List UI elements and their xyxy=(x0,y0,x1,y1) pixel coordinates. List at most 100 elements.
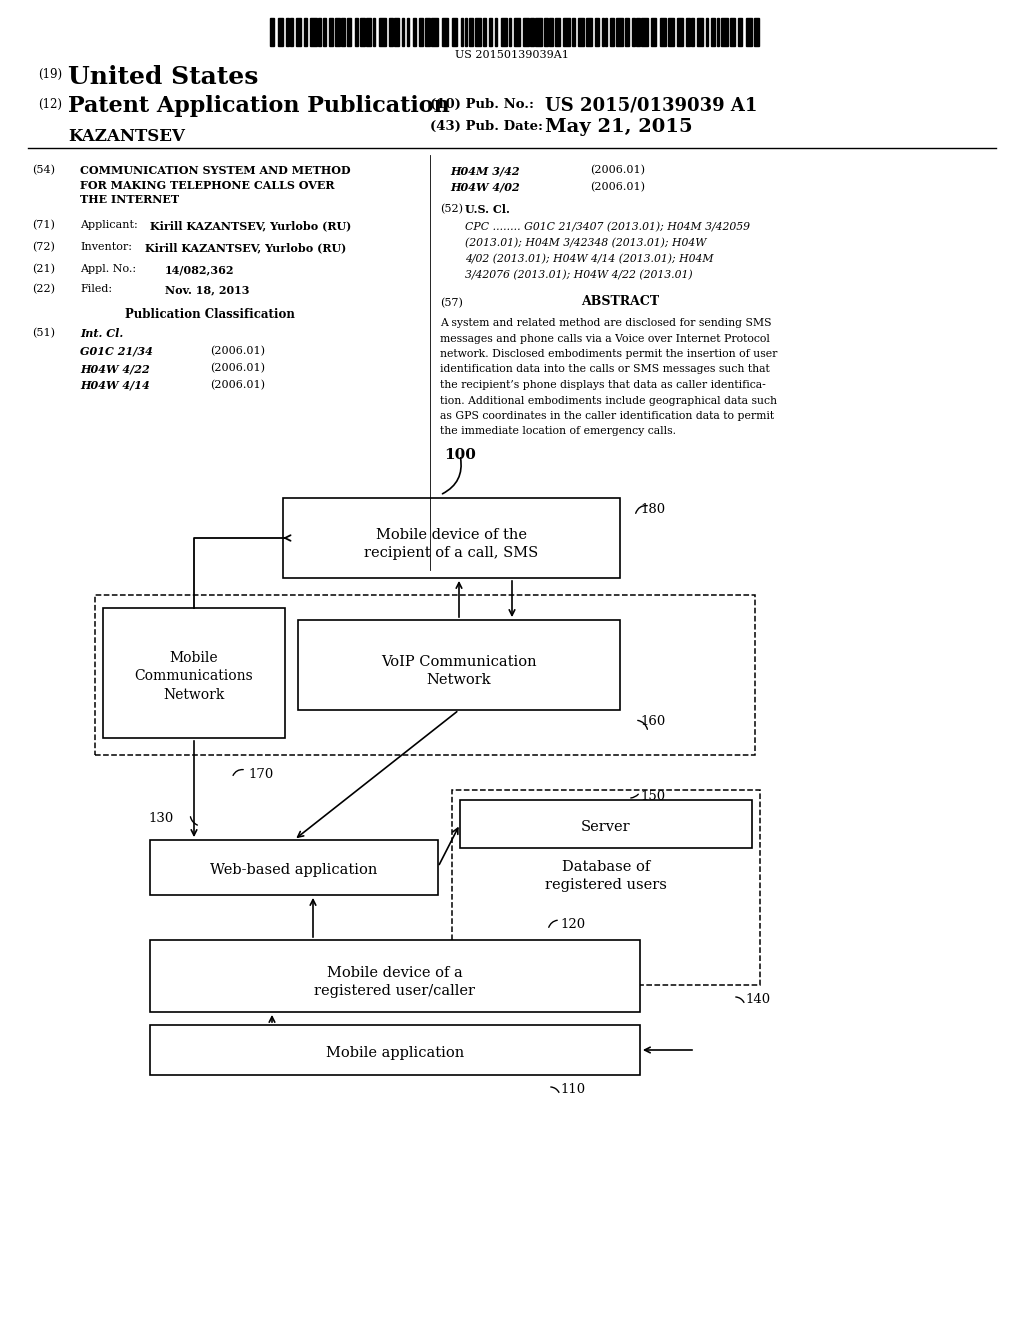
Bar xyxy=(587,18,592,46)
Bar xyxy=(632,18,635,46)
Bar xyxy=(360,18,365,46)
Bar xyxy=(354,18,357,46)
Bar xyxy=(686,18,690,46)
Bar xyxy=(502,18,507,46)
Bar xyxy=(286,18,289,46)
Bar xyxy=(373,18,375,46)
Bar xyxy=(707,18,709,46)
Text: Patent Application Publication: Patent Application Publication xyxy=(68,95,450,117)
Bar xyxy=(367,18,372,46)
Text: H04W 4/14: H04W 4/14 xyxy=(80,380,150,391)
Text: CPC ........ G01C 21/3407 (2013.01); H04M 3/42059: CPC ........ G01C 21/3407 (2013.01); H04… xyxy=(465,222,750,232)
Text: (2006.01): (2006.01) xyxy=(210,380,265,391)
Bar xyxy=(641,18,648,46)
Bar xyxy=(310,18,316,46)
Text: network. Disclosed embodiments permit the insertion of user: network. Disclosed embodiments permit th… xyxy=(440,348,777,359)
Bar xyxy=(745,18,753,46)
Bar xyxy=(150,840,438,895)
Text: 14/082,362: 14/082,362 xyxy=(165,264,234,275)
Text: 160: 160 xyxy=(640,715,666,729)
Bar xyxy=(495,18,498,46)
Text: (2006.01): (2006.01) xyxy=(210,346,265,356)
Text: 180: 180 xyxy=(640,503,666,516)
Text: Mobile
Communications
Network: Mobile Communications Network xyxy=(134,651,253,702)
Text: H04M 3/42: H04M 3/42 xyxy=(450,165,519,176)
Bar xyxy=(425,18,430,46)
Bar xyxy=(696,18,702,46)
Text: A system and related method are disclosed for sending SMS: A system and related method are disclose… xyxy=(440,318,771,327)
Bar xyxy=(711,18,715,46)
Bar xyxy=(341,18,345,46)
Bar xyxy=(465,18,467,46)
Bar xyxy=(754,18,759,46)
Text: (54): (54) xyxy=(32,165,55,176)
Bar xyxy=(555,18,560,46)
Text: U.S. Cl.: U.S. Cl. xyxy=(465,205,510,215)
Text: (19): (19) xyxy=(38,69,62,81)
Text: identification data into the calls or SMS messages such that: identification data into the calls or SM… xyxy=(440,364,770,375)
Bar xyxy=(323,18,327,46)
Bar xyxy=(452,789,760,985)
Text: Kirill KAZANTSEV, Yurlobo (RU): Kirill KAZANTSEV, Yurlobo (RU) xyxy=(145,242,346,253)
Bar xyxy=(530,18,534,46)
Bar xyxy=(304,18,306,46)
Bar xyxy=(668,18,674,46)
Text: (52): (52) xyxy=(440,205,463,214)
Text: Appl. No.:: Appl. No.: xyxy=(80,264,136,275)
Bar xyxy=(483,18,486,46)
Text: COMMUNICATION SYSTEM AND METHOD
FOR MAKING TELEPHONE CALLS OVER
THE INTERNET: COMMUNICATION SYSTEM AND METHOD FOR MAKI… xyxy=(80,165,350,205)
Text: (10) Pub. No.:: (10) Pub. No.: xyxy=(430,98,534,111)
Bar xyxy=(296,18,301,46)
Bar xyxy=(488,18,492,46)
Text: US 20150139039A1: US 20150139039A1 xyxy=(455,50,569,59)
Bar xyxy=(291,18,293,46)
Text: Database of
registered users: Database of registered users xyxy=(545,861,667,892)
Bar xyxy=(691,18,694,46)
Text: Inventor:: Inventor: xyxy=(80,242,132,252)
Text: the immediate location of emergency calls.: the immediate location of emergency call… xyxy=(440,426,676,437)
Text: (21): (21) xyxy=(32,264,55,275)
Text: 170: 170 xyxy=(248,768,273,781)
Bar xyxy=(475,18,481,46)
Bar xyxy=(737,18,741,46)
Bar xyxy=(563,18,569,46)
Bar xyxy=(95,595,755,755)
Bar xyxy=(318,18,322,46)
Text: the recipient’s phone displays that data as caller identifica-: the recipient’s phone displays that data… xyxy=(440,380,766,389)
Bar xyxy=(523,18,528,46)
Bar xyxy=(595,18,599,46)
Text: (22): (22) xyxy=(32,284,55,294)
Bar xyxy=(379,18,386,46)
Text: (72): (72) xyxy=(32,242,55,252)
Text: (2013.01); H04M 3/42348 (2013.01); H04W: (2013.01); H04M 3/42348 (2013.01); H04W xyxy=(465,238,707,248)
Text: Mobile device of the
recipient of a call, SMS: Mobile device of the recipient of a call… xyxy=(364,528,539,561)
Text: Mobile device of a
registered user/caller: Mobile device of a registered user/calle… xyxy=(314,966,475,998)
Text: Web-based application: Web-based application xyxy=(210,863,378,876)
Bar xyxy=(730,18,734,46)
Bar xyxy=(717,18,720,46)
Text: (57): (57) xyxy=(440,298,463,309)
Text: (71): (71) xyxy=(32,220,55,230)
Bar xyxy=(298,620,620,710)
Text: messages and phone calls via a Voice over Internet Protocol: messages and phone calls via a Voice ove… xyxy=(440,334,770,343)
Bar xyxy=(150,1026,640,1074)
Bar xyxy=(572,18,574,46)
Bar xyxy=(419,18,423,46)
Bar xyxy=(431,18,438,46)
Text: (12): (12) xyxy=(38,98,62,111)
Bar xyxy=(103,609,285,738)
Text: (43) Pub. Date:: (43) Pub. Date: xyxy=(430,120,543,133)
Bar xyxy=(278,18,284,46)
Bar xyxy=(452,18,457,46)
Text: Server: Server xyxy=(582,820,631,834)
Text: Int. Cl.: Int. Cl. xyxy=(80,327,123,339)
Text: 4/02 (2013.01); H04W 4/14 (2013.01); H04M: 4/02 (2013.01); H04W 4/14 (2013.01); H04… xyxy=(465,253,714,264)
Text: (2006.01): (2006.01) xyxy=(210,363,265,374)
Text: tion. Additional embodiments include geographical data such: tion. Additional embodiments include geo… xyxy=(440,396,777,405)
Text: (2006.01): (2006.01) xyxy=(590,182,645,193)
Bar xyxy=(461,18,463,46)
Bar xyxy=(150,940,640,1012)
Bar xyxy=(389,18,392,46)
Bar xyxy=(283,498,620,578)
Text: 110: 110 xyxy=(560,1082,585,1096)
